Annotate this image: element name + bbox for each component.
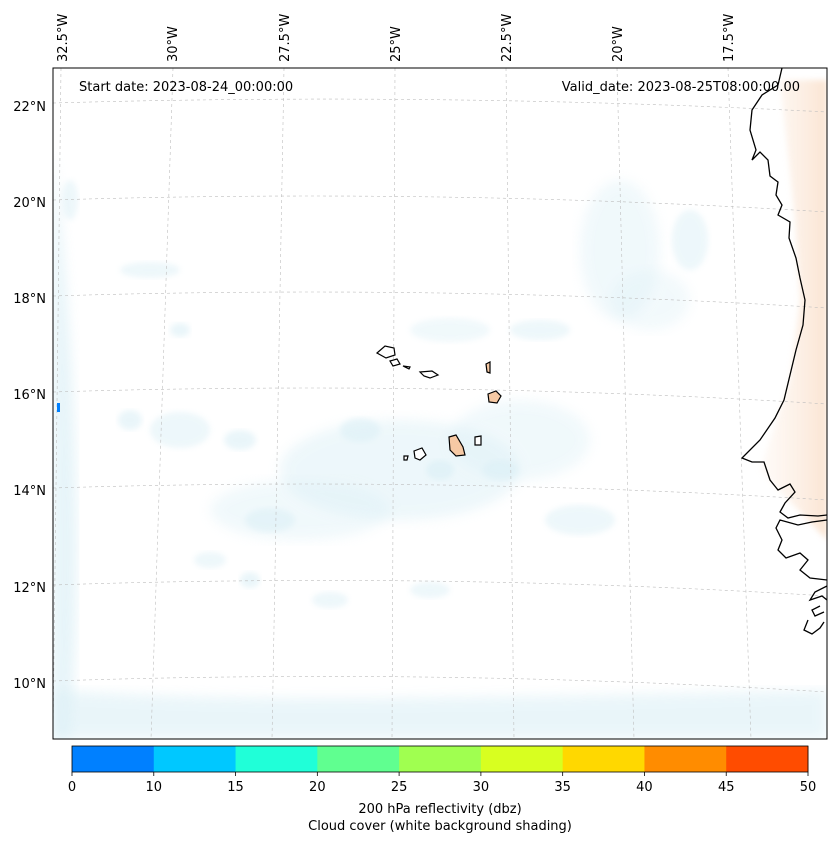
reflectivity-spot: [57, 403, 60, 412]
colorbar-tick-label: 20: [309, 780, 326, 795]
cape-verde-islands: [375, 345, 502, 461]
lat-label: 16°N: [13, 388, 46, 403]
lon-label: 32.5°W: [56, 14, 71, 62]
lon-label: 17.5°W: [722, 14, 737, 62]
valid-date-text: Valid_date: 2023-08-25T08:00:00.00: [562, 80, 800, 95]
colorbar-tick-label: 10: [146, 780, 163, 795]
longitude-gridlines: [53, 68, 752, 739]
lon-label: 25°W: [389, 26, 404, 62]
african-coastline: [740, 68, 827, 519]
colorbar-swatch: [153, 746, 237, 772]
colorbar-tick-label: 35: [554, 780, 571, 795]
land-warm-shading: [760, 80, 827, 540]
start-date-text: Start date: 2023-08-24_00:00:00: [79, 80, 293, 95]
colorbar-tick-label: 30: [473, 780, 490, 795]
colorbar-label-line1: 200 hPa reflectivity (dbz): [358, 802, 521, 817]
colorbar-ticks: 0 10 15 20 25 30 35 40 45 50: [68, 772, 816, 795]
colorbar-swatch: [480, 746, 564, 772]
colorbar-tick-label: 15: [227, 780, 244, 795]
colorbar-tick-label: 50: [800, 780, 817, 795]
lat-label: 18°N: [13, 292, 46, 307]
lat-label: 14°N: [13, 484, 46, 499]
lat-label: 20°N: [13, 196, 46, 211]
lon-label: 20°W: [611, 26, 626, 62]
lat-label: 10°N: [13, 677, 46, 692]
map-panel: [53, 68, 827, 739]
gambia-guinea-coastline: [775, 519, 827, 635]
lon-label: 30°W: [166, 26, 181, 62]
colorbar-tick-label: 40: [636, 780, 653, 795]
lat-label: 22°N: [13, 100, 46, 115]
cloud-cover-shading: [53, 150, 827, 739]
colorbar-label-line2: Cloud cover (white background shading): [308, 819, 572, 834]
colorbar-swatch: [72, 746, 155, 772]
colorbar-tick-label: 45: [718, 780, 735, 795]
colorbar-swatch: [235, 746, 318, 772]
colorbar-swatches: [72, 746, 809, 772]
colorbar-frame: [71, 745, 809, 773]
colorbar-tick-label: 25: [391, 780, 408, 795]
colorbar: 0 10 15 20 25 30 35 40 45 50 200 hPa reflectivity…: [68, 745, 816, 834]
colorbar-swatch: [317, 746, 400, 772]
colorbar-swatch: [562, 746, 645, 772]
latitude-gridlines: [53, 98, 827, 693]
colorbar-swatch: [726, 746, 809, 772]
lat-label: 12°N: [13, 581, 46, 596]
map-frame: [52, 67, 828, 740]
colorbar-tick-label: 0: [68, 780, 76, 795]
longitude-labels: 32.5°W 30°W 27.5°W 25°W 22.5°W 20°W 17.5…: [56, 14, 737, 62]
colorbar-swatch: [399, 746, 482, 772]
lon-label: 27.5°W: [278, 14, 293, 62]
latitude-labels: 22°N 20°N 18°N 16°N 14°N 12°N 10°N: [13, 100, 46, 692]
lon-label: 22.5°W: [500, 14, 515, 62]
colorbar-swatch: [644, 746, 727, 772]
